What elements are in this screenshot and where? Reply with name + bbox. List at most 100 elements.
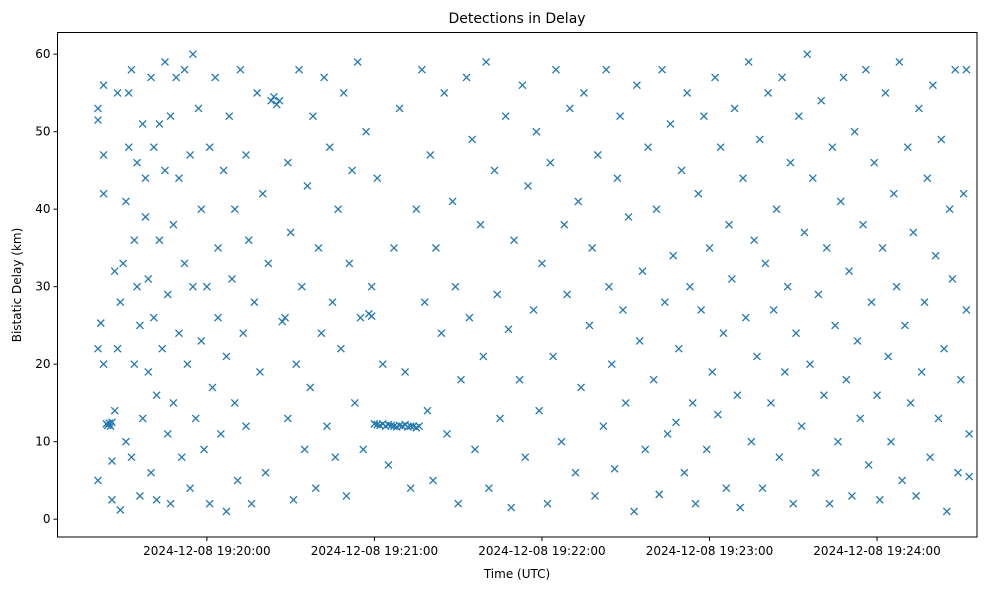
data-point: [677, 166, 686, 175]
data-point: [283, 414, 292, 423]
data-point: [811, 468, 820, 477]
data-point: [934, 414, 943, 423]
data-point: [956, 375, 965, 384]
data-point: [889, 189, 898, 198]
x-axis: 2024-12-08 19:20:00 2024-12-08 19:21:00 20…: [143, 537, 941, 558]
data-point: [652, 205, 661, 214]
data-point: [300, 445, 309, 454]
data-point: [278, 317, 287, 326]
data-point: [225, 112, 234, 121]
data-point: [870, 158, 879, 167]
data-point: [250, 298, 259, 307]
data-point: [113, 88, 122, 97]
data-point: [147, 73, 156, 82]
data-point: [384, 420, 393, 429]
data-point: [130, 360, 139, 369]
data-point: [931, 251, 940, 260]
data-point: [549, 352, 558, 361]
data-point: [253, 88, 262, 97]
data-point: [99, 81, 108, 90]
data-point: [144, 274, 153, 283]
data-point: [188, 282, 197, 291]
y-tick-label: 10: [35, 435, 50, 449]
data-point: [322, 422, 331, 431]
y-tick-label: 30: [35, 280, 50, 294]
data-point: [222, 352, 231, 361]
data-point: [239, 329, 248, 338]
data-point: [490, 166, 499, 175]
data-point: [116, 505, 125, 514]
x-tick-label: 2024-12-08 19:21:00: [311, 544, 438, 558]
data-point: [264, 259, 273, 268]
data-point: [186, 484, 195, 493]
data-point: [817, 96, 826, 105]
data-point: [370, 419, 379, 428]
data-point: [94, 476, 102, 485]
data-point: [130, 236, 139, 245]
data-point: [892, 282, 901, 291]
data-point: [214, 313, 223, 322]
data-point: [797, 422, 806, 431]
data-point: [644, 143, 653, 152]
data-point: [825, 499, 834, 508]
data-point: [283, 158, 292, 167]
data-point: [149, 313, 158, 322]
data-point: [591, 491, 599, 500]
data-point: [328, 298, 337, 307]
data-point: [353, 57, 362, 66]
data-point: [133, 282, 142, 291]
data-point: [242, 150, 250, 159]
data-point: [440, 88, 449, 97]
data-point: [230, 398, 239, 407]
data-point: [504, 325, 513, 334]
data-point: [836, 197, 845, 206]
data-point: [655, 490, 664, 499]
data-point: [529, 305, 538, 314]
data-point: [685, 282, 694, 291]
data-point: [605, 282, 613, 291]
data-point: [200, 445, 209, 454]
data-point: [814, 290, 823, 299]
data-point: [202, 282, 211, 291]
data-point: [758, 484, 767, 493]
data-point: [417, 65, 426, 74]
data-point: [546, 158, 555, 167]
data-point: [180, 65, 189, 74]
data-point: [926, 453, 935, 462]
data-point: [457, 375, 465, 384]
data-point: [222, 507, 231, 516]
data-point: [638, 267, 647, 276]
data-point: [571, 468, 580, 477]
data-point: [342, 491, 351, 500]
data-point: [532, 127, 541, 136]
data-point: [543, 499, 552, 508]
data-point: [792, 329, 801, 338]
y-axis: 0 10 20 30 40 50 60: [35, 47, 58, 526]
data-point: [362, 127, 371, 136]
data-point: [163, 429, 172, 438]
data-point: [711, 73, 720, 82]
data-point: [311, 484, 320, 493]
data-point: [420, 298, 429, 307]
data-point: [205, 143, 214, 152]
data-point: [775, 453, 784, 462]
data-point: [769, 305, 778, 314]
data-point: [741, 313, 750, 322]
data-point: [468, 135, 477, 144]
data-point: [124, 88, 133, 97]
data-point: [649, 375, 658, 384]
data-point: [194, 104, 203, 113]
data-point: [233, 476, 242, 485]
data-point: [186, 150, 195, 159]
data-point: [942, 507, 951, 516]
data-point: [577, 383, 586, 392]
data-point: [747, 437, 756, 446]
data-point: [163, 290, 172, 299]
data-point: [965, 472, 974, 481]
data-point: [833, 437, 842, 446]
data-point: [426, 150, 435, 159]
data-point: [124, 143, 133, 152]
data-point: [219, 166, 228, 175]
data-point: [856, 414, 865, 423]
data-point: [133, 158, 142, 167]
